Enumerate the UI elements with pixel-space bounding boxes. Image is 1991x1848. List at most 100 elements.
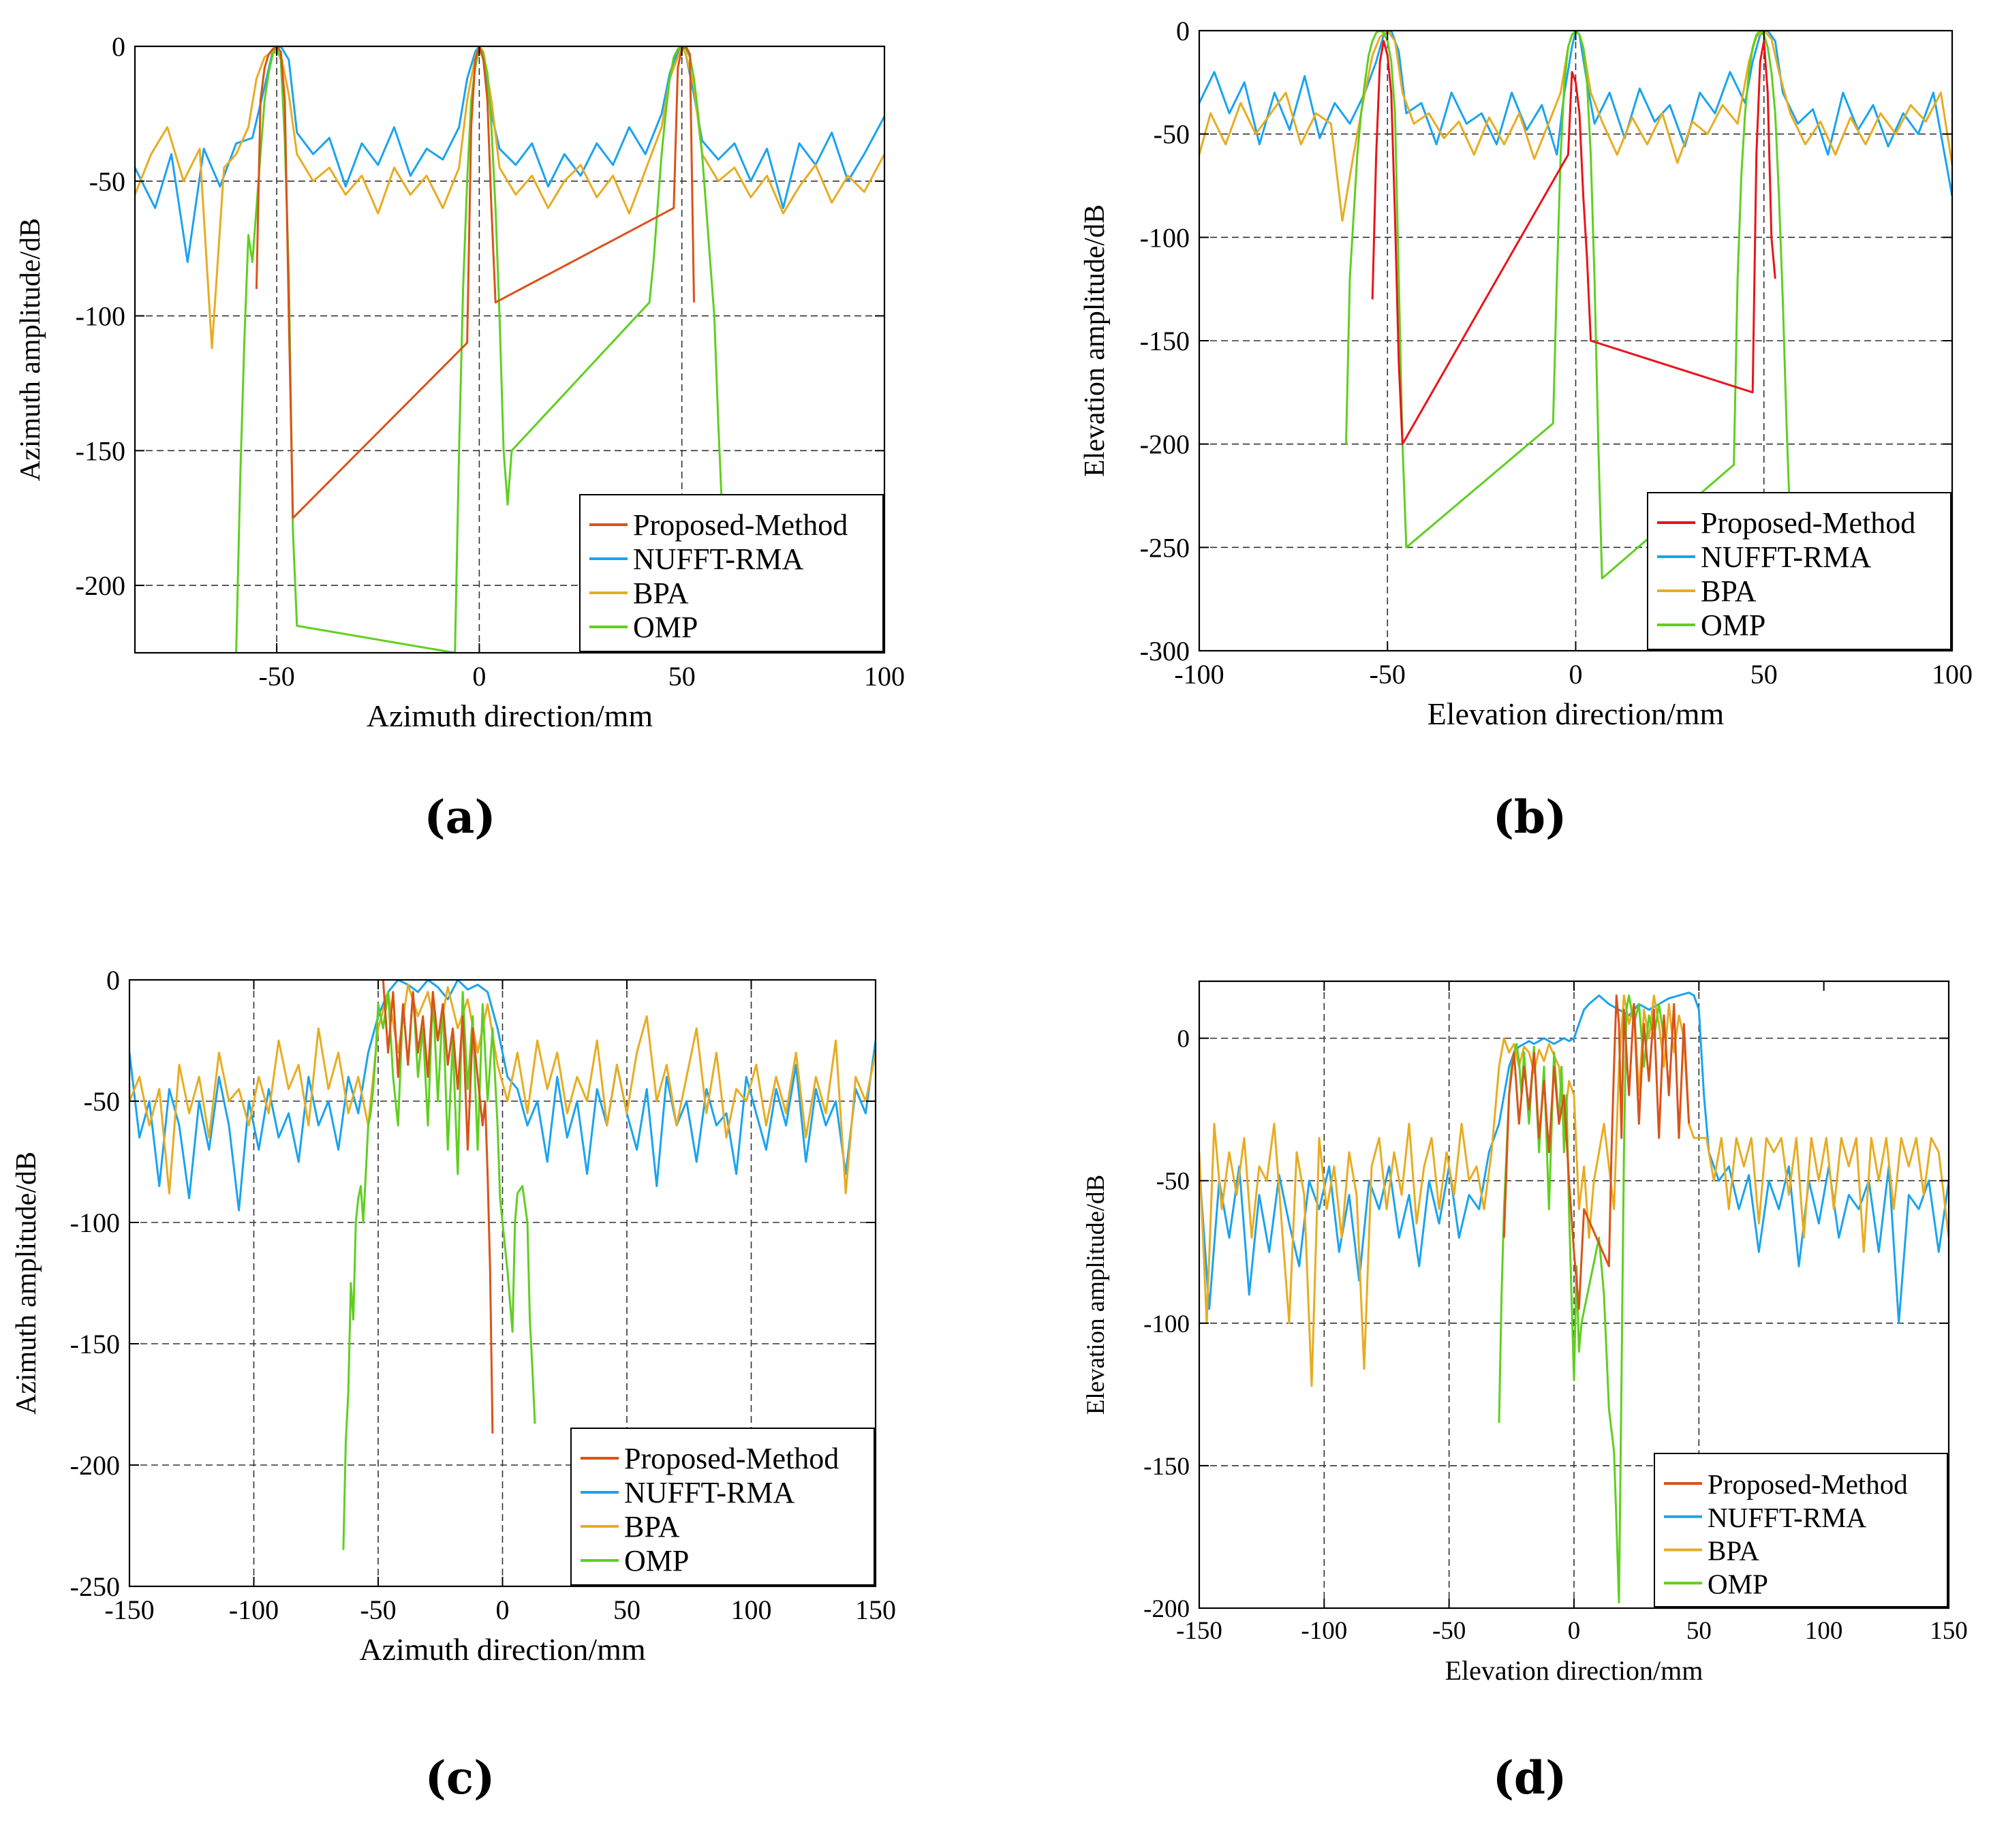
- y-tick-label: -100: [76, 301, 125, 332]
- legend-label: BPA: [624, 1510, 680, 1543]
- x-tick-label: 150: [855, 1595, 896, 1625]
- series-line-proposed-method: [1371, 40, 1776, 446]
- x-tick-label: 100: [731, 1595, 772, 1625]
- axes-frame: [134, 45, 886, 654]
- x-tick-label: 100: [1805, 1617, 1843, 1645]
- y-tick-label: -150: [76, 435, 125, 466]
- legend-label: OMP: [1708, 1568, 1768, 1599]
- legend-label: Proposed-Method: [624, 1442, 839, 1475]
- x-tick-label: -100: [229, 1595, 279, 1625]
- x-tick-label: -50: [1370, 659, 1406, 690]
- y-tick-label: -100: [70, 1207, 120, 1238]
- legend-label: NUFFT-RMA: [1701, 540, 1871, 574]
- y-tick-label: -50: [1156, 1168, 1190, 1196]
- y-tick-label: -250: [70, 1571, 120, 1602]
- chart-c: -150 -100 -50 0 50 100 150 0 -50 -100 -150 -200 -250…: [11, 965, 896, 1667]
- y-tick-label: 0: [1176, 16, 1190, 46]
- panel-label-c: (c): [425, 1751, 495, 1804]
- y-tick-label: -200: [1143, 1595, 1190, 1623]
- x-axis-label: Elevation direction/mm: [1445, 1655, 1703, 1686]
- legend-label: BPA: [633, 576, 689, 610]
- x-tick-label: -150: [1176, 1617, 1222, 1645]
- x-tick-label: 0: [472, 661, 486, 692]
- y-tick-label: -50: [84, 1086, 120, 1117]
- panel-label-b: (b): [1492, 790, 1567, 844]
- legend-label: Proposed-Method: [1701, 506, 1915, 540]
- x-tick-label: 50: [1686, 1617, 1712, 1645]
- x-tick-label: 100: [864, 661, 905, 692]
- y-tick-label: 0: [1177, 1026, 1190, 1053]
- legend-label: NUFFT-RMA: [1708, 1502, 1867, 1533]
- series-line-proposed-method: [255, 46, 695, 519]
- x-tick-label: 100: [1932, 659, 1973, 690]
- y-tick-label: -50: [1154, 119, 1190, 150]
- y-axis-label: Azimuth amplitude/dB: [15, 218, 46, 481]
- panel-label-d: (d): [1492, 1751, 1567, 1804]
- x-tick-label: -50: [258, 661, 294, 692]
- legend-box: [1647, 492, 1951, 650]
- y-tick-label: 0: [112, 31, 125, 62]
- legend-label: Proposed-Method: [1708, 1468, 1908, 1500]
- x-axis-label: Elevation direction/mm: [1427, 696, 1725, 731]
- y-tick-label: -200: [76, 570, 125, 601]
- legend-box: [1654, 1453, 1948, 1607]
- series-line-proposed-method: [382, 980, 494, 1434]
- panel-label-a: (a): [424, 790, 496, 844]
- y-tick-label: -100: [1143, 1310, 1190, 1338]
- y-tick-label: -150: [70, 1329, 120, 1359]
- x-tick-label: -100: [1301, 1617, 1347, 1645]
- series-line-bpa: [1199, 994, 1949, 1387]
- y-tick-label: -200: [1140, 429, 1190, 460]
- x-tick-label: 0: [1568, 1617, 1581, 1645]
- x-tick-label: 50: [668, 661, 696, 692]
- x-tick-label: 0: [496, 1595, 510, 1625]
- legend-label: NUFFT-RMA: [624, 1476, 794, 1509]
- x-axis-label: Azimuth direction/mm: [367, 698, 653, 733]
- y-tick-label: -150: [1140, 326, 1190, 356]
- series-line-omp: [342, 991, 536, 1550]
- legend-label: OMP: [624, 1544, 689, 1577]
- series-line-nufft-rma: [129, 980, 876, 1212]
- x-tick-label: 50: [613, 1595, 640, 1625]
- x-tick-label: -50: [360, 1595, 396, 1625]
- legend-box: [579, 494, 884, 652]
- y-tick-label: -50: [89, 166, 125, 197]
- y-tick-label: -100: [1140, 222, 1190, 253]
- x-tick-label: 150: [1930, 1617, 1968, 1645]
- series-line-nufft-rma: [1199, 31, 1952, 196]
- chart-b: -100 -50 0 50 100 0 -50 -100 -150 -200 -250 -300 Ele…: [1079, 16, 1973, 731]
- legend-label: BPA: [1701, 574, 1757, 608]
- y-tick-label: -300: [1140, 636, 1190, 666]
- series-line-nufft-rma: [135, 46, 884, 263]
- x-tick-label: 50: [1750, 659, 1778, 690]
- chart-d: -150 -100 -50 0 50 100 1500-50-100-150-200Elev…: [1082, 980, 1968, 1686]
- x-tick-label: -50: [1432, 1617, 1466, 1645]
- y-tick-label: -150: [1143, 1453, 1190, 1481]
- x-tick-label: -150: [104, 1595, 154, 1625]
- x-tick-label: 0: [1569, 659, 1583, 690]
- y-tick-label: -200: [70, 1450, 120, 1481]
- x-axis-label: Azimuth direction/mm: [359, 1632, 646, 1667]
- y-tick-label: 0: [106, 965, 120, 996]
- y-axis-label: Azimuth amplitude/dB: [11, 1152, 42, 1415]
- x-tick-label: -100: [1174, 659, 1224, 690]
- y-axis-label: Elevation amplitude/dB: [1082, 1175, 1110, 1415]
- y-axis-label: Elevation amplitude/dB: [1079, 204, 1111, 477]
- series-line-proposed-method: [1502, 994, 1691, 1310]
- series-line-omp: [1498, 994, 1665, 1604]
- legend-label: NUFFT-RMA: [633, 542, 803, 576]
- y-tick-label: -250: [1140, 532, 1190, 563]
- series-line-bpa: [129, 983, 876, 1195]
- legend-label: OMP: [633, 611, 698, 644]
- legend-label: OMP: [1701, 609, 1765, 642]
- legend-label: Proposed-Method: [633, 508, 848, 542]
- series-line-bpa: [135, 46, 884, 350]
- legend-label: BPA: [1708, 1535, 1759, 1567]
- legend-box: [570, 1428, 875, 1586]
- chart-a: -50 0 50 100 0 -50 -100 -150 -200 Azimuth directi…: [15, 31, 905, 733]
